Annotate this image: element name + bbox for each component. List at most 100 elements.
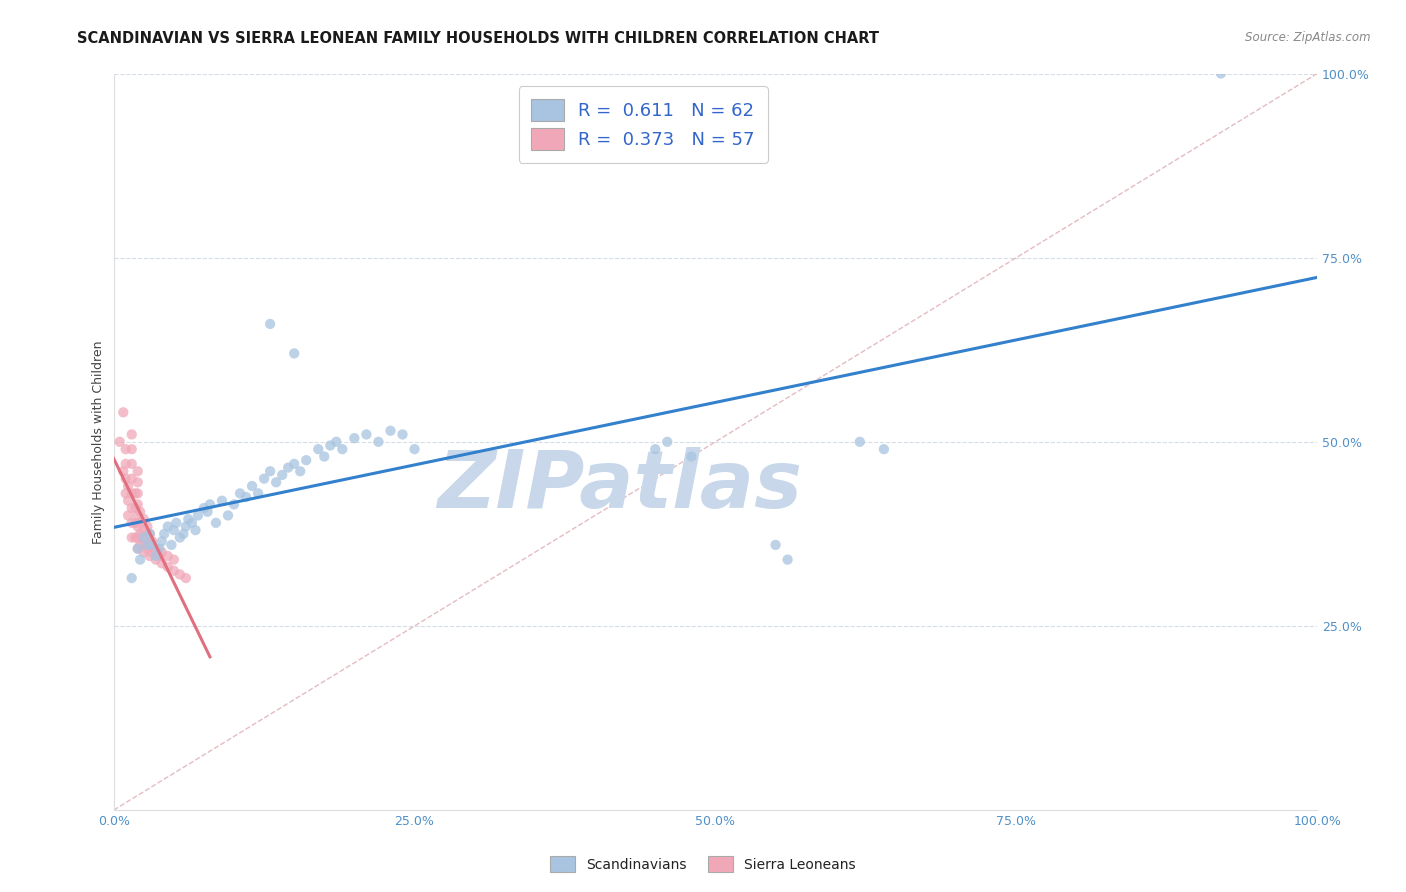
Point xyxy=(114,457,136,471)
Point xyxy=(121,472,143,486)
Point xyxy=(127,519,149,533)
Point xyxy=(295,453,318,467)
Point xyxy=(127,541,149,556)
Point xyxy=(121,501,143,516)
Point xyxy=(160,538,183,552)
Point xyxy=(150,534,173,549)
Point xyxy=(1209,66,1232,80)
Point xyxy=(129,538,152,552)
Point xyxy=(121,531,143,545)
Point xyxy=(108,434,131,449)
Point xyxy=(343,431,366,445)
Point xyxy=(121,486,143,500)
Point xyxy=(380,424,402,438)
Point xyxy=(132,523,155,537)
Point xyxy=(290,464,312,478)
Point xyxy=(114,442,136,457)
Point xyxy=(153,527,176,541)
Point xyxy=(121,571,143,585)
Point xyxy=(132,545,155,559)
Point xyxy=(264,475,287,490)
Point xyxy=(117,493,139,508)
Point xyxy=(330,442,353,457)
Point xyxy=(169,567,191,582)
Point xyxy=(277,460,299,475)
Point xyxy=(271,467,294,482)
Point xyxy=(163,564,186,578)
Point xyxy=(114,472,136,486)
Y-axis label: Family Households with Children: Family Households with Children xyxy=(93,340,105,543)
Point xyxy=(172,527,194,541)
Point xyxy=(765,538,787,552)
Point xyxy=(124,531,146,545)
Point xyxy=(117,479,139,493)
Point xyxy=(657,434,679,449)
Point xyxy=(124,516,146,530)
Point xyxy=(121,442,143,457)
Point xyxy=(169,531,191,545)
Point xyxy=(197,505,219,519)
Point xyxy=(148,541,170,556)
Point xyxy=(121,516,143,530)
Point xyxy=(163,552,186,566)
Point xyxy=(132,512,155,526)
Point xyxy=(141,534,163,549)
Point xyxy=(314,450,336,464)
Point xyxy=(141,538,163,552)
Point xyxy=(193,501,215,516)
Point xyxy=(141,545,163,559)
Point xyxy=(112,464,135,478)
Point xyxy=(367,434,389,449)
Point xyxy=(325,434,347,449)
Point xyxy=(136,519,159,533)
Point xyxy=(356,427,378,442)
Point xyxy=(132,534,155,549)
Point xyxy=(235,490,257,504)
Text: ZIPatlas: ZIPatlas xyxy=(437,447,801,525)
Point xyxy=(117,508,139,523)
Point xyxy=(136,538,159,552)
Point xyxy=(132,531,155,545)
Point xyxy=(121,427,143,442)
Point xyxy=(165,516,187,530)
Point xyxy=(127,497,149,511)
Point xyxy=(156,519,179,533)
Point xyxy=(127,541,149,556)
Point xyxy=(283,457,305,471)
Point xyxy=(174,571,197,585)
Point xyxy=(205,516,228,530)
Point xyxy=(163,523,186,537)
Point xyxy=(681,450,703,464)
Point xyxy=(121,457,143,471)
Point xyxy=(139,527,162,541)
Point xyxy=(114,486,136,500)
Point xyxy=(156,560,179,574)
Point xyxy=(129,527,152,541)
Point xyxy=(184,523,207,537)
Point xyxy=(136,531,159,545)
Point xyxy=(145,552,167,566)
Point xyxy=(873,442,896,457)
Text: SCANDINAVIAN VS SIERRA LEONEAN FAMILY HOUSEHOLDS WITH CHILDREN CORRELATION CHART: SCANDINAVIAN VS SIERRA LEONEAN FAMILY HO… xyxy=(77,31,879,46)
Point xyxy=(283,346,305,360)
Point xyxy=(391,427,413,442)
Point xyxy=(150,545,173,559)
Point xyxy=(112,405,135,419)
Point xyxy=(229,486,252,500)
Point xyxy=(307,442,329,457)
Point xyxy=(127,508,149,523)
Point xyxy=(145,549,167,563)
Point xyxy=(247,486,270,500)
Point xyxy=(259,464,281,478)
Point xyxy=(198,497,221,511)
Text: Source: ZipAtlas.com: Source: ZipAtlas.com xyxy=(1246,31,1371,45)
Point xyxy=(211,493,233,508)
Point xyxy=(148,549,170,563)
Legend: Scandinavians, Sierra Leoneans: Scandinavians, Sierra Leoneans xyxy=(546,851,860,878)
Point xyxy=(124,501,146,516)
Point xyxy=(404,442,426,457)
Point xyxy=(124,486,146,500)
Point xyxy=(776,552,799,566)
Point xyxy=(644,442,666,457)
Point xyxy=(129,505,152,519)
